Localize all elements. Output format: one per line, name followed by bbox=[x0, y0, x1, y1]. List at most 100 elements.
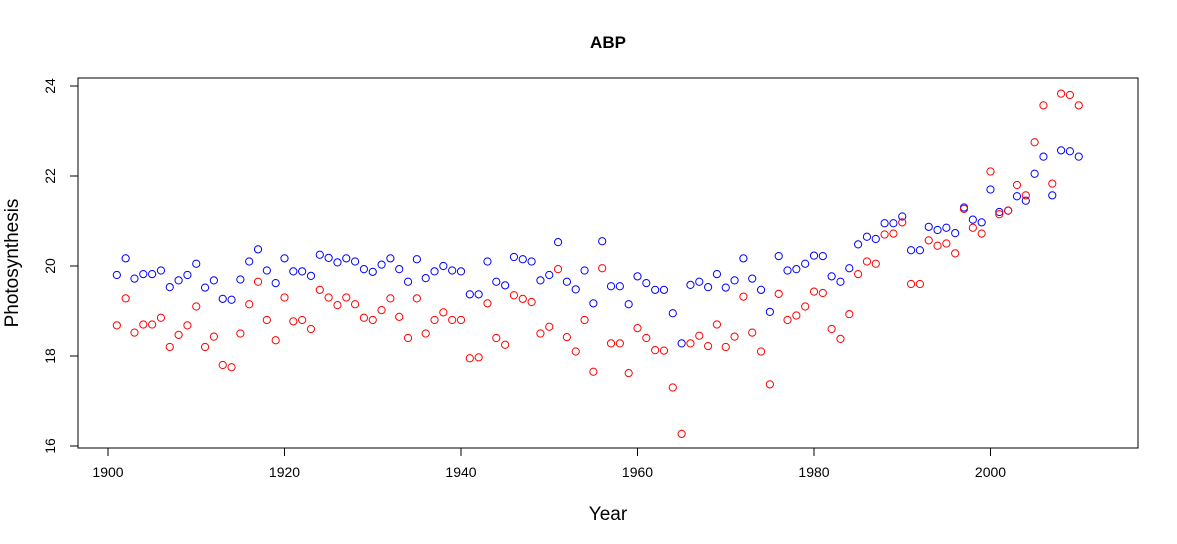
data-point bbox=[412, 294, 421, 303]
data-point bbox=[262, 266, 271, 275]
data-point bbox=[1074, 152, 1083, 161]
data-point bbox=[183, 270, 192, 280]
data-point bbox=[924, 222, 933, 231]
data-point bbox=[174, 276, 183, 285]
data-point bbox=[1039, 152, 1048, 161]
data-point bbox=[148, 320, 157, 329]
data-point bbox=[483, 257, 492, 266]
data-point bbox=[871, 234, 880, 244]
data-point bbox=[430, 267, 439, 276]
data-point bbox=[562, 277, 572, 286]
y-tick-label: 22 bbox=[42, 168, 58, 184]
data-point bbox=[439, 261, 448, 271]
data-point bbox=[695, 331, 704, 340]
data-point bbox=[395, 312, 404, 321]
data-point bbox=[721, 283, 730, 292]
data-point bbox=[818, 288, 827, 298]
data-point bbox=[192, 259, 201, 268]
y-axis: 16 18 20 22 24 bbox=[42, 78, 79, 454]
data-point bbox=[889, 229, 898, 238]
data-point bbox=[695, 277, 704, 286]
data-point bbox=[659, 285, 669, 294]
data-point bbox=[139, 270, 148, 279]
data-point bbox=[421, 274, 430, 283]
data-point bbox=[836, 334, 845, 343]
data-point bbox=[430, 315, 439, 325]
data-point bbox=[527, 297, 536, 307]
data-point bbox=[315, 285, 324, 294]
data-point bbox=[730, 276, 739, 285]
data-point bbox=[1065, 90, 1075, 100]
data-point bbox=[1021, 196, 1030, 205]
data-point bbox=[1057, 146, 1066, 155]
data-point bbox=[209, 276, 218, 285]
data-point bbox=[951, 229, 960, 238]
data-point bbox=[121, 254, 130, 263]
data-point bbox=[880, 219, 889, 228]
data-point bbox=[933, 225, 942, 235]
data-point bbox=[712, 320, 722, 329]
data-point bbox=[192, 302, 201, 311]
x-tick-label: 1920 bbox=[269, 464, 300, 480]
data-point bbox=[165, 342, 174, 352]
data-point bbox=[245, 300, 254, 309]
data-point bbox=[448, 266, 457, 275]
data-point bbox=[545, 270, 554, 280]
data-point bbox=[951, 249, 960, 258]
data-point bbox=[139, 320, 148, 329]
data-point bbox=[765, 307, 774, 316]
data-point bbox=[165, 283, 174, 292]
data-point bbox=[995, 210, 1004, 219]
data-point bbox=[377, 260, 386, 269]
data-point bbox=[1039, 101, 1048, 110]
data-point bbox=[580, 266, 589, 275]
data-point bbox=[130, 328, 139, 337]
data-point bbox=[395, 265, 404, 274]
data-point bbox=[1057, 89, 1066, 98]
x-tick-label: 1980 bbox=[798, 464, 829, 480]
data-point bbox=[968, 223, 977, 232]
data-point bbox=[783, 266, 792, 275]
data-point bbox=[977, 229, 986, 238]
data-point bbox=[809, 287, 819, 296]
y-axis-label: Photosynthesis bbox=[2, 199, 23, 328]
data-point bbox=[862, 232, 872, 241]
data-point bbox=[642, 333, 651, 343]
data-point bbox=[774, 289, 783, 298]
data-point bbox=[827, 324, 836, 334]
data-point bbox=[915, 246, 925, 255]
data-point bbox=[871, 259, 880, 268]
data-point bbox=[492, 277, 501, 286]
data-point bbox=[271, 279, 280, 288]
data-point bbox=[1012, 192, 1022, 201]
data-point bbox=[739, 292, 748, 301]
data-point bbox=[421, 329, 430, 338]
data-point bbox=[704, 342, 713, 351]
data-point bbox=[465, 290, 474, 299]
data-point bbox=[712, 270, 722, 279]
data-point bbox=[368, 267, 377, 276]
data-points bbox=[112, 89, 1083, 438]
data-point bbox=[456, 315, 466, 325]
data-point bbox=[1030, 169, 1039, 178]
data-point bbox=[130, 274, 139, 283]
data-point bbox=[880, 230, 889, 239]
data-point bbox=[677, 429, 686, 438]
data-point bbox=[227, 295, 236, 304]
data-point bbox=[606, 339, 616, 348]
data-point bbox=[668, 309, 677, 318]
data-point bbox=[342, 254, 351, 263]
series-1 bbox=[112, 146, 1083, 348]
data-point bbox=[1048, 191, 1057, 200]
data-point bbox=[924, 236, 933, 245]
data-point bbox=[562, 333, 572, 342]
data-point bbox=[651, 346, 660, 355]
data-point bbox=[298, 315, 307, 325]
data-point bbox=[792, 311, 801, 320]
data-point bbox=[580, 315, 589, 325]
data-point bbox=[377, 306, 386, 315]
data-point bbox=[536, 276, 545, 285]
data-point bbox=[306, 271, 316, 280]
data-point bbox=[112, 321, 121, 330]
data-point bbox=[289, 317, 298, 326]
